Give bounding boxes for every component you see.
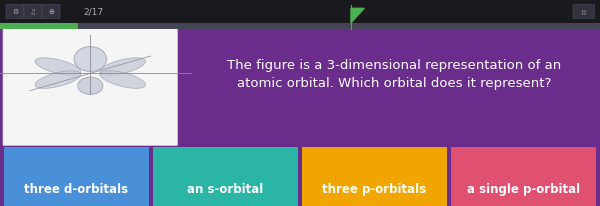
FancyBboxPatch shape xyxy=(152,147,298,206)
Text: 2/17: 2/17 xyxy=(83,7,103,16)
Text: a single p-orbital: a single p-orbital xyxy=(467,182,580,195)
FancyBboxPatch shape xyxy=(42,5,60,20)
FancyBboxPatch shape xyxy=(0,24,600,29)
FancyBboxPatch shape xyxy=(573,5,595,20)
Text: []: [] xyxy=(581,9,586,14)
FancyBboxPatch shape xyxy=(3,8,178,146)
Polygon shape xyxy=(351,9,364,24)
Text: three p-orbitals: three p-orbitals xyxy=(322,182,427,195)
Text: three d-orbitals: three d-orbitals xyxy=(24,182,128,195)
Text: ♫: ♫ xyxy=(30,9,36,15)
FancyBboxPatch shape xyxy=(24,5,42,20)
FancyBboxPatch shape xyxy=(451,147,596,206)
FancyBboxPatch shape xyxy=(6,5,24,20)
Ellipse shape xyxy=(74,47,107,72)
FancyBboxPatch shape xyxy=(0,0,600,24)
FancyBboxPatch shape xyxy=(302,147,448,206)
Text: an s-orbital: an s-orbital xyxy=(187,182,263,195)
Ellipse shape xyxy=(78,78,103,95)
FancyBboxPatch shape xyxy=(0,24,78,29)
Text: The figure is a 3-dimensional representation of an
atomic orbital. Which orbital: The figure is a 3-dimensional representa… xyxy=(227,58,561,90)
Ellipse shape xyxy=(100,71,146,89)
Text: ⊕: ⊕ xyxy=(48,9,54,15)
Ellipse shape xyxy=(100,59,146,76)
Ellipse shape xyxy=(35,59,81,76)
FancyBboxPatch shape xyxy=(4,147,149,206)
Text: ⚙: ⚙ xyxy=(12,9,18,15)
Ellipse shape xyxy=(35,71,81,89)
